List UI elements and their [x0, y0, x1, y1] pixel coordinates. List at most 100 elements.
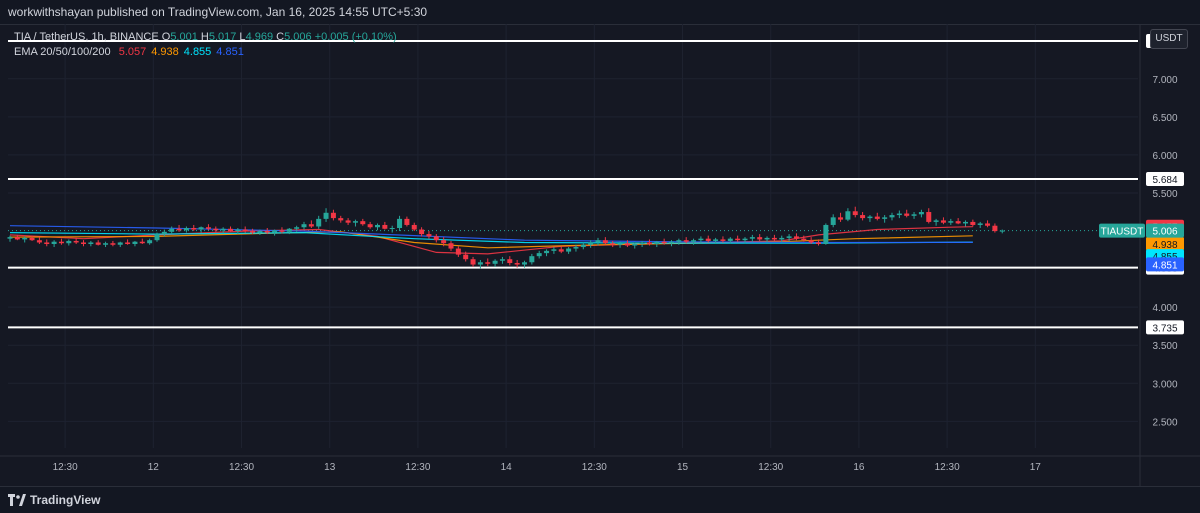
legend-ema-values: 5.057 4.938 4.855 4.851: [114, 46, 244, 58]
x-tick-label: 12:30: [405, 462, 430, 473]
y-tick-label: 3.500: [1152, 341, 1177, 352]
ema-line: [9, 231, 973, 244]
candle-body: [779, 237, 785, 240]
candle-body: [654, 241, 660, 244]
legend-ema-label: EMA 20/50/100/200: [14, 46, 111, 58]
candle-body: [882, 217, 888, 219]
ema-price-tag: 4.851: [1152, 260, 1177, 271]
y-tick-label: 6.500: [1152, 113, 1177, 124]
candle-body: [397, 218, 403, 229]
candle-body: [617, 243, 623, 245]
currency-button[interactable]: USDT: [1150, 29, 1188, 49]
candle-body: [918, 212, 924, 215]
candle-body: [940, 220, 946, 223]
candle-body: [455, 248, 461, 255]
candle-body: [595, 240, 601, 243]
ema-lines: [9, 225, 973, 255]
candle-body: [463, 254, 469, 260]
chart-grid: [0, 24, 1200, 486]
candle-body: [36, 240, 42, 243]
candle-body: [235, 229, 241, 232]
candle-body: [375, 224, 380, 228]
y-tick-label: 7.000: [1152, 75, 1177, 86]
candle-body: [691, 240, 697, 242]
candle-body: [624, 243, 630, 246]
ema-price-tag-bg: [1146, 257, 1184, 272]
candle-body: [757, 237, 763, 240]
candle-body: [360, 221, 366, 225]
candle-body: [735, 238, 741, 241]
candle-body: [279, 230, 285, 232]
candle-body: [7, 237, 13, 239]
candle-body: [749, 237, 755, 239]
candle-body: [544, 250, 550, 254]
price-chart[interactable]: 7.000 6.500 6.000 5.500 4.000 3.500 3.000 2.500…: [0, 24, 1200, 486]
candle-body: [698, 238, 704, 241]
candle-body: [720, 239, 726, 241]
legend-ohlc: O5.001 H5.017 L4.969 C5.006: [162, 31, 315, 43]
candle-body: [985, 223, 991, 226]
y-tick-label: 2.500: [1152, 417, 1177, 428]
candle-body: [470, 259, 476, 265]
candle-body: [948, 221, 954, 223]
candle-body: [441, 240, 447, 244]
candle-body: [205, 227, 211, 229]
ema-price-tag-bg: [1146, 236, 1184, 251]
horizontal-level-label-bg: [1146, 320, 1184, 335]
legend-ohlc-key: C: [273, 31, 285, 43]
candle-body: [874, 216, 880, 219]
candle-body: [566, 248, 572, 252]
candle-body: [646, 242, 652, 244]
candle-body: [58, 241, 64, 244]
candle-body: [492, 260, 498, 264]
candle-body: [992, 225, 998, 232]
candle-body: [345, 220, 351, 223]
candle-body: [610, 243, 616, 245]
candle-body: [29, 237, 35, 241]
candle-body: [970, 221, 976, 225]
candle-body: [66, 240, 72, 244]
candle-body: [713, 239, 719, 241]
last-price-tag-bg: [1146, 223, 1184, 238]
candle-body: [338, 218, 344, 221]
candle-body: [308, 224, 314, 227]
chart-legend: TIA / TetherUS, 1h, BINANCE O5.001 H5.01…: [14, 30, 397, 60]
candle-body: [786, 236, 792, 238]
candle-body: [433, 236, 439, 241]
candle-body: [507, 259, 513, 264]
candle-body: [367, 224, 373, 228]
candle-body: [404, 218, 410, 225]
candle-body: [88, 242, 94, 244]
candle-body: [257, 231, 263, 233]
candle-body: [676, 240, 682, 242]
candle-body: [602, 240, 608, 244]
legend-ohlc-key: H: [197, 31, 209, 43]
candle-body: [999, 230, 1005, 232]
legend-symbol: TIA / TetherUS, 1h, BINANCE: [14, 31, 159, 43]
chart-area[interactable]: 7.000 6.500 6.000 5.500 4.000 3.500 3.000 2.500…: [0, 24, 1200, 486]
candle-body: [573, 247, 579, 249]
candle-body: [14, 237, 20, 240]
candle-body: [514, 263, 520, 265]
candle-body: [220, 228, 226, 231]
last-price-symbol: TIAUSDT: [1101, 227, 1144, 238]
candle-body: [448, 243, 454, 249]
candle-body: [95, 242, 101, 245]
candle-body: [477, 262, 483, 265]
candle-body: [411, 224, 417, 230]
tradingview-logo[interactable]: TradingView: [8, 492, 100, 508]
candle-body: [529, 256, 535, 263]
price-axis: 7.000 6.500 6.000 5.500 4.000 3.500 3.000 2.500: [1152, 75, 1177, 429]
candle-body: [551, 249, 557, 251]
candle-body: [73, 240, 79, 243]
candle-body: [499, 259, 505, 261]
candle-body: [522, 262, 527, 265]
x-tick-label: 14: [501, 462, 513, 473]
candle-body: [896, 213, 902, 216]
candle-body: [147, 240, 153, 244]
last-price-symbol-bg: [1099, 223, 1145, 238]
x-tick-label: 12:30: [53, 462, 78, 473]
candle-body: [301, 224, 307, 228]
candle-body: [44, 242, 50, 244]
candle-body: [191, 228, 197, 230]
